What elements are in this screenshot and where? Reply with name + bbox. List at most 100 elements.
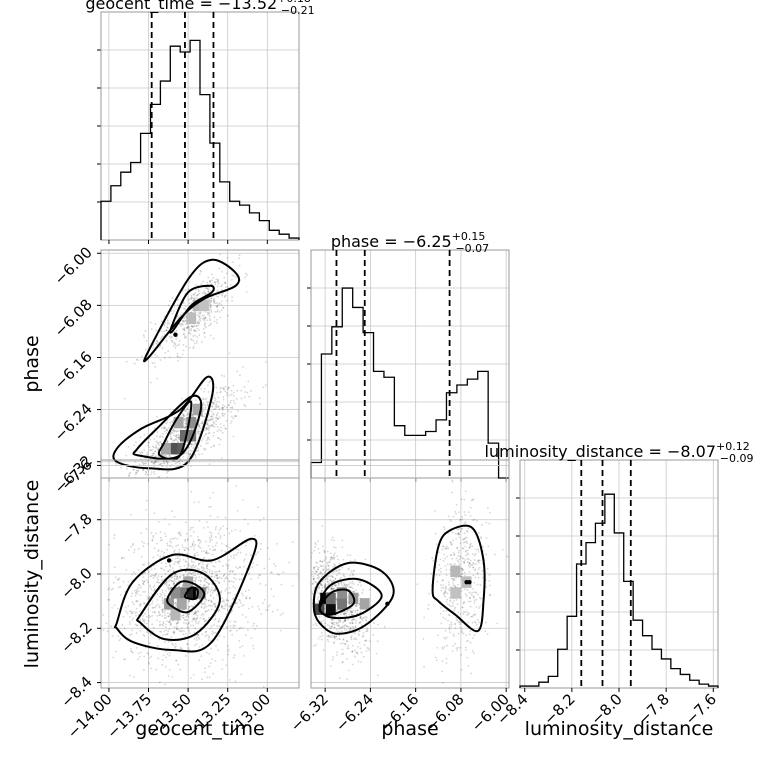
sample-point bbox=[207, 390, 210, 393]
sample-point bbox=[215, 386, 218, 389]
sample-point bbox=[143, 449, 146, 451]
sample-point bbox=[319, 560, 322, 562]
sample-point bbox=[161, 539, 163, 542]
sample-point bbox=[467, 564, 470, 567]
sample-point bbox=[478, 596, 481, 599]
sample-point bbox=[183, 328, 185, 331]
sample-point bbox=[177, 298, 179, 301]
sample-point bbox=[195, 325, 198, 328]
sample-point bbox=[153, 362, 156, 365]
sample-point bbox=[184, 289, 187, 292]
sample-point bbox=[330, 556, 333, 559]
sample-point bbox=[196, 567, 199, 570]
sample-point bbox=[197, 579, 200, 582]
sample-point bbox=[138, 610, 141, 613]
sample-point bbox=[164, 427, 166, 430]
sample-point bbox=[143, 336, 146, 338]
sample-point bbox=[351, 587, 354, 590]
sample-point bbox=[314, 581, 316, 584]
sample-point bbox=[230, 629, 232, 632]
sample-point bbox=[351, 618, 354, 621]
sample-point bbox=[243, 404, 246, 406]
sample-point bbox=[202, 398, 204, 401]
sample-point bbox=[182, 574, 185, 577]
sample-point bbox=[138, 583, 140, 586]
sample-point bbox=[345, 612, 348, 615]
sample-point bbox=[134, 473, 137, 475]
sample-point bbox=[338, 568, 341, 571]
sample-point bbox=[220, 606, 223, 608]
sample-point bbox=[146, 451, 149, 454]
sample-point bbox=[475, 563, 478, 566]
sample-point bbox=[325, 556, 328, 558]
sample-point bbox=[132, 542, 134, 545]
sample-point bbox=[193, 329, 195, 332]
sample-point bbox=[184, 335, 186, 338]
sample-point bbox=[313, 568, 316, 571]
sample-point bbox=[187, 562, 190, 565]
sample-point bbox=[150, 328, 153, 330]
sample-point bbox=[455, 538, 458, 540]
sample-point bbox=[148, 657, 151, 659]
sample-point bbox=[460, 668, 463, 671]
sample-point bbox=[210, 624, 213, 627]
sample-point bbox=[460, 573, 463, 576]
sample-point bbox=[174, 602, 177, 605]
sample-point bbox=[141, 355, 143, 358]
sample-point bbox=[450, 543, 453, 546]
sample-point bbox=[174, 347, 177, 349]
sample-point bbox=[155, 447, 157, 449]
sample-point bbox=[468, 562, 471, 564]
sample-point bbox=[153, 610, 156, 613]
sample-point bbox=[182, 302, 185, 305]
sample-point bbox=[440, 583, 442, 586]
sample-point bbox=[369, 588, 371, 591]
sample-point bbox=[196, 294, 199, 297]
sample-point bbox=[314, 542, 317, 544]
sample-point bbox=[200, 439, 203, 442]
sample-point bbox=[202, 569, 205, 572]
sample-point bbox=[450, 553, 453, 556]
sample-point bbox=[179, 559, 181, 562]
sample-point bbox=[143, 434, 146, 437]
sample-point bbox=[456, 559, 459, 562]
sample-point bbox=[257, 605, 260, 608]
sample-point bbox=[210, 446, 212, 449]
sample-point bbox=[256, 624, 258, 627]
sample-point bbox=[221, 412, 224, 415]
sample-point bbox=[208, 583, 210, 585]
sample-point bbox=[228, 394, 231, 397]
sample-point bbox=[153, 547, 156, 550]
sample-point bbox=[205, 427, 208, 430]
sample-point bbox=[234, 587, 237, 589]
sample-point bbox=[159, 623, 162, 626]
density-cell bbox=[173, 442, 184, 455]
sample-point bbox=[348, 628, 351, 631]
sample-point bbox=[167, 570, 170, 573]
sample-point bbox=[463, 562, 466, 564]
sample-point bbox=[244, 590, 247, 592]
sample-point bbox=[461, 606, 464, 609]
sample-point bbox=[194, 613, 197, 615]
sample-point bbox=[194, 574, 197, 577]
sample-point bbox=[238, 578, 241, 581]
sample-point bbox=[132, 603, 135, 606]
sample-point bbox=[165, 650, 168, 653]
sample-point bbox=[190, 428, 193, 430]
sample-point bbox=[199, 617, 202, 620]
sample-point bbox=[442, 545, 445, 548]
sample-point bbox=[317, 548, 320, 550]
sample-point bbox=[136, 624, 139, 627]
sample-point bbox=[212, 425, 214, 428]
sample-point bbox=[214, 606, 217, 609]
hist-panel-luminosity_distance: luminosity_distance = −8.07+0.12 −0.09 bbox=[485, 440, 753, 692]
sample-point bbox=[110, 588, 113, 591]
sample-point bbox=[341, 583, 343, 586]
sample-point bbox=[169, 455, 171, 457]
sample-point bbox=[342, 612, 345, 615]
sample-point bbox=[128, 549, 130, 551]
sample-point bbox=[349, 627, 352, 630]
sample-point bbox=[130, 513, 133, 516]
sample-point bbox=[456, 547, 459, 550]
sample-point bbox=[193, 576, 196, 579]
